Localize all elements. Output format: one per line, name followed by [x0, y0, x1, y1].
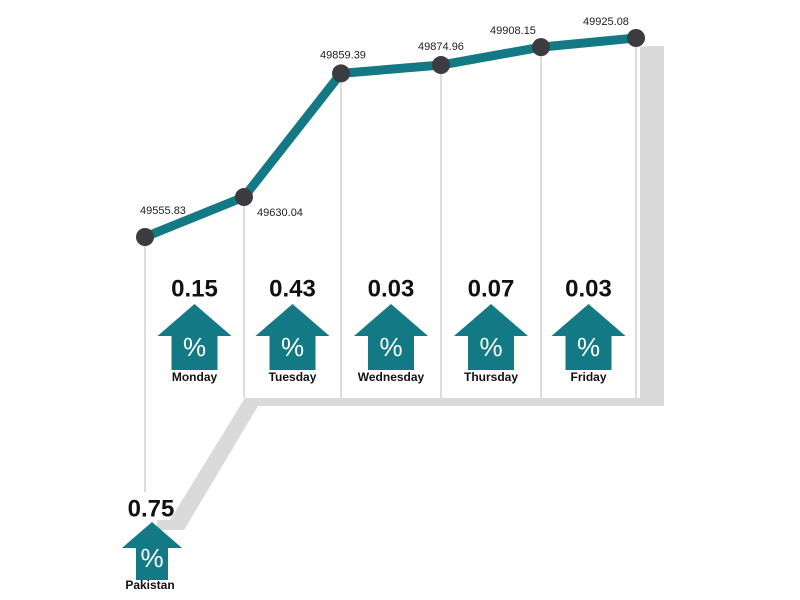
marker [627, 29, 645, 47]
percent-symbol: % [379, 332, 402, 362]
percent-symbol: % [479, 332, 502, 362]
day-label: Friday [570, 370, 606, 384]
percent-symbol: % [140, 543, 163, 573]
day-label: Thursday [464, 370, 518, 384]
value-label: 49555.83 [140, 205, 186, 217]
value-label: 49874.96 [418, 41, 464, 53]
marker [432, 56, 450, 75]
total-label: Pakistan [125, 578, 174, 592]
day-label: Wednesday [358, 370, 425, 384]
value-label: 49859.39 [320, 49, 366, 61]
change-value: 0.03 [368, 275, 415, 302]
value-label: 49908.15 [490, 25, 536, 37]
up-arrow [255, 304, 330, 370]
up-arrow [551, 304, 626, 370]
total-value: 0.75 [128, 495, 175, 522]
up-arrow [454, 304, 528, 370]
marker [532, 38, 550, 57]
value-label: 49630.04 [257, 207, 303, 219]
percent-symbol: % [577, 332, 600, 362]
index-line [143, 33, 637, 242]
day-label: Tuesday [269, 370, 317, 384]
marker [136, 228, 154, 246]
change-value: 0.43 [269, 275, 316, 302]
change-value: 0.03 [565, 275, 612, 302]
up-arrow [157, 304, 232, 370]
marker [332, 64, 350, 83]
change-value: 0.07 [468, 275, 515, 302]
panel [145, 38, 640, 520]
up-arrow [122, 522, 182, 580]
change-value: 0.15 [171, 275, 218, 302]
percent-symbol: % [281, 332, 304, 362]
percent-symbol: % [183, 332, 206, 362]
marker [235, 188, 253, 207]
day-label: Monday [172, 370, 218, 384]
up-arrow [354, 304, 428, 370]
value-label: 49925.08 [583, 16, 629, 28]
